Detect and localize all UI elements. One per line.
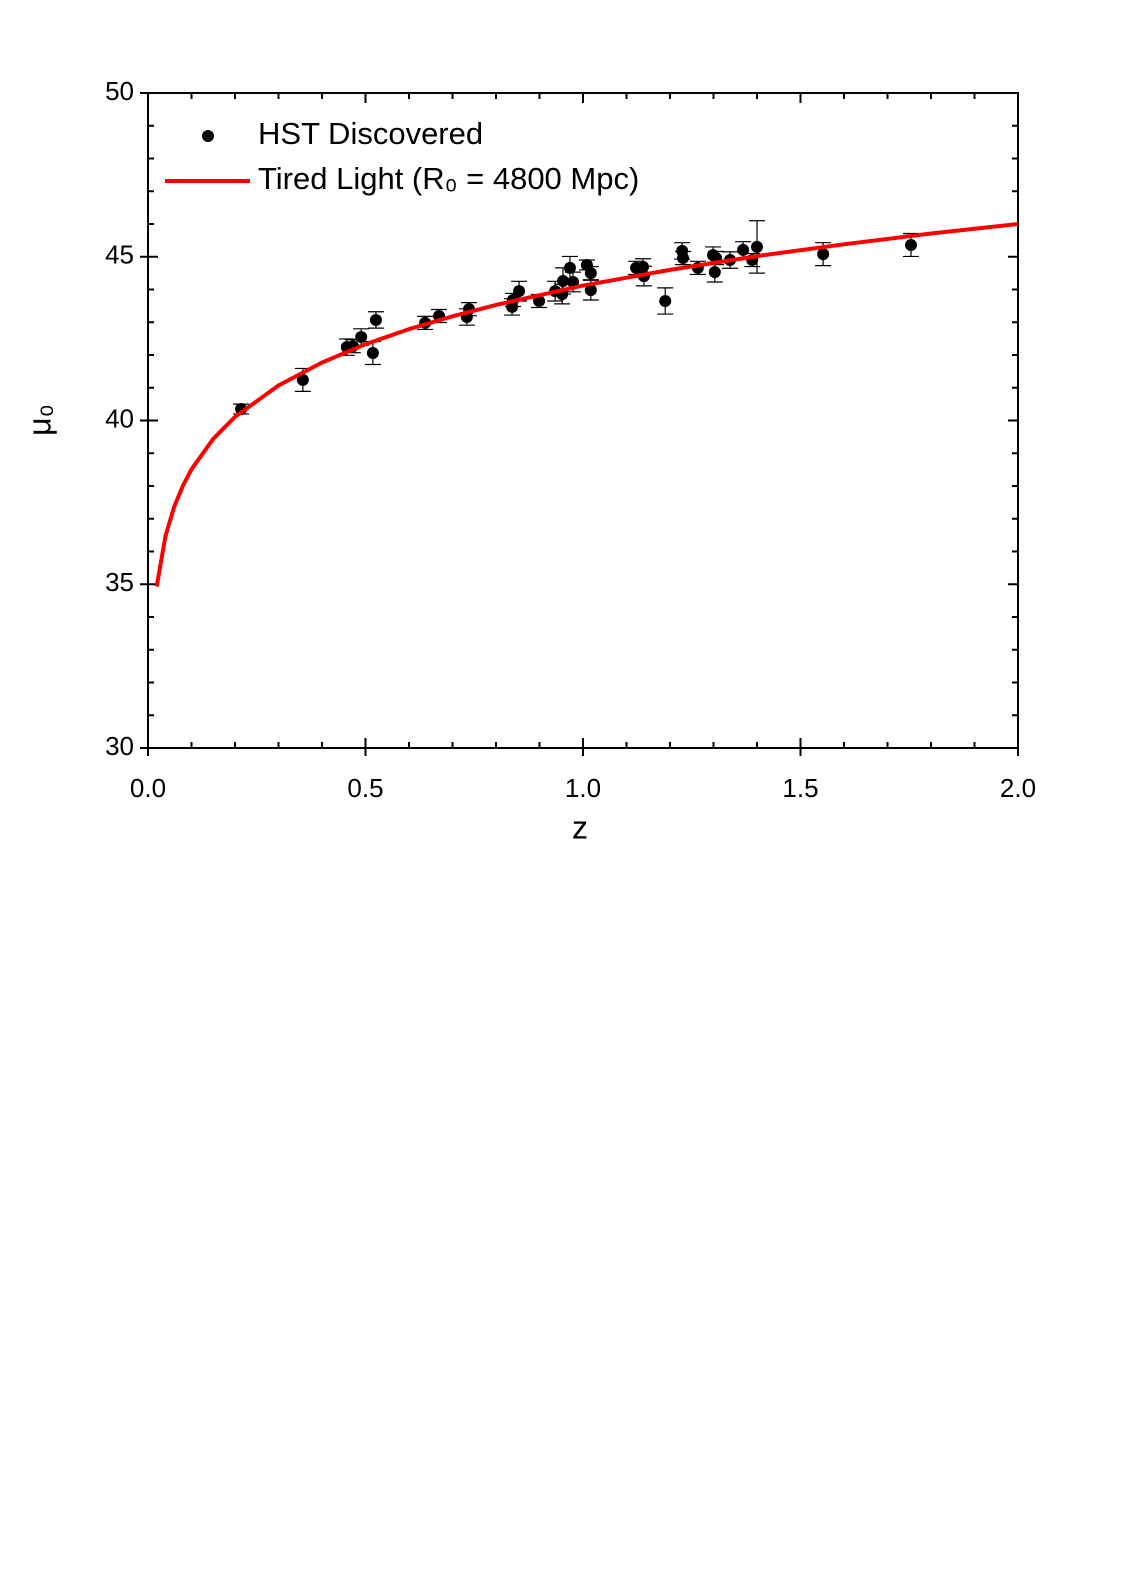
data-point <box>296 373 309 386</box>
data-point <box>904 238 917 251</box>
data-point <box>369 313 382 326</box>
x-tick-label: 0.5 <box>347 773 383 803</box>
data-point <box>659 294 672 307</box>
data-point <box>366 347 379 360</box>
x-axis-label: z <box>572 809 588 845</box>
data-point <box>817 248 830 261</box>
y-tick-label: 35 <box>105 567 134 597</box>
plot-frame <box>147 92 1019 749</box>
data-point <box>513 285 526 298</box>
legend-text: HST Discovered <box>258 116 483 151</box>
data-point <box>556 274 569 287</box>
x-tick-label: 2.0 <box>1000 773 1036 803</box>
fit-line <box>154 222 1019 587</box>
data-point <box>677 252 690 265</box>
legend-text: Tired Light (R₀ = 4800 Mpc) <box>258 161 639 196</box>
y-tick-label: 50 <box>105 76 134 106</box>
data-point <box>708 266 721 279</box>
data-point <box>637 260 650 273</box>
data-point <box>563 261 576 274</box>
data-point <box>737 243 750 256</box>
x-tick-label: 0.0 <box>130 773 166 803</box>
data-point <box>584 267 597 280</box>
y-tick-label: 30 <box>105 731 134 761</box>
x-tick-label: 1.5 <box>782 773 818 803</box>
y-axis-label: μ₀ <box>21 404 57 436</box>
data-point <box>566 275 579 288</box>
data-point <box>751 240 763 253</box>
legend-marker <box>202 130 214 142</box>
y-tick-label: 40 <box>105 403 134 433</box>
data-point <box>584 284 597 297</box>
data-point <box>355 330 368 343</box>
y-tick-label: 45 <box>105 240 134 270</box>
x-tick-label: 1.0 <box>565 773 601 803</box>
